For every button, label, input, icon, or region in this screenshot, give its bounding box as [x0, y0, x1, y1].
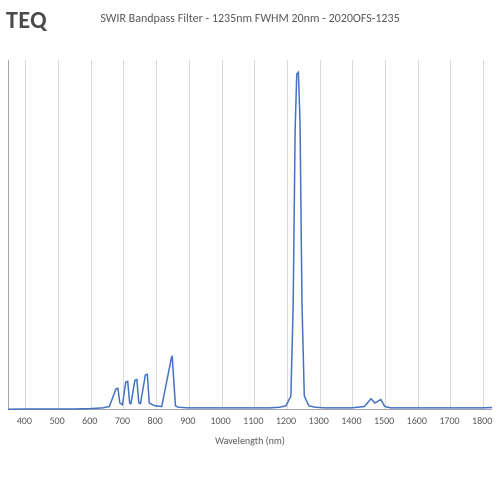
x-tick-label: 1700	[439, 414, 459, 427]
x-tick-label: 1600	[407, 414, 427, 427]
x-tick-label: 1200	[276, 414, 296, 427]
x-tick-label: 1500	[374, 414, 394, 427]
x-tick-label: 800	[148, 414, 163, 427]
chart-title: SWIR Bandpass Filter - 1235nm FWHM 20nm …	[0, 12, 500, 26]
x-axis-label: Wavelength (nm)	[8, 434, 492, 447]
x-tick-label: 1000	[210, 414, 230, 427]
x-tick-label: 1100	[243, 414, 263, 427]
x-tick-label: 1400	[341, 414, 361, 427]
x-tick-label: 900	[180, 414, 195, 427]
transmission-curve	[8, 72, 492, 409]
spectrum-line	[8, 60, 492, 410]
x-tick-label: 600	[82, 414, 97, 427]
x-tick-label: 1300	[309, 414, 329, 427]
x-tick-label: 700	[115, 414, 130, 427]
x-tick-label: 500	[49, 414, 64, 427]
chart-area: 400 500 600 700 800 900 1000 1100 1200 1300 1400 15…	[8, 60, 492, 450]
x-tick-label: 1800	[472, 414, 492, 427]
x-tick-label: 400	[17, 414, 32, 427]
